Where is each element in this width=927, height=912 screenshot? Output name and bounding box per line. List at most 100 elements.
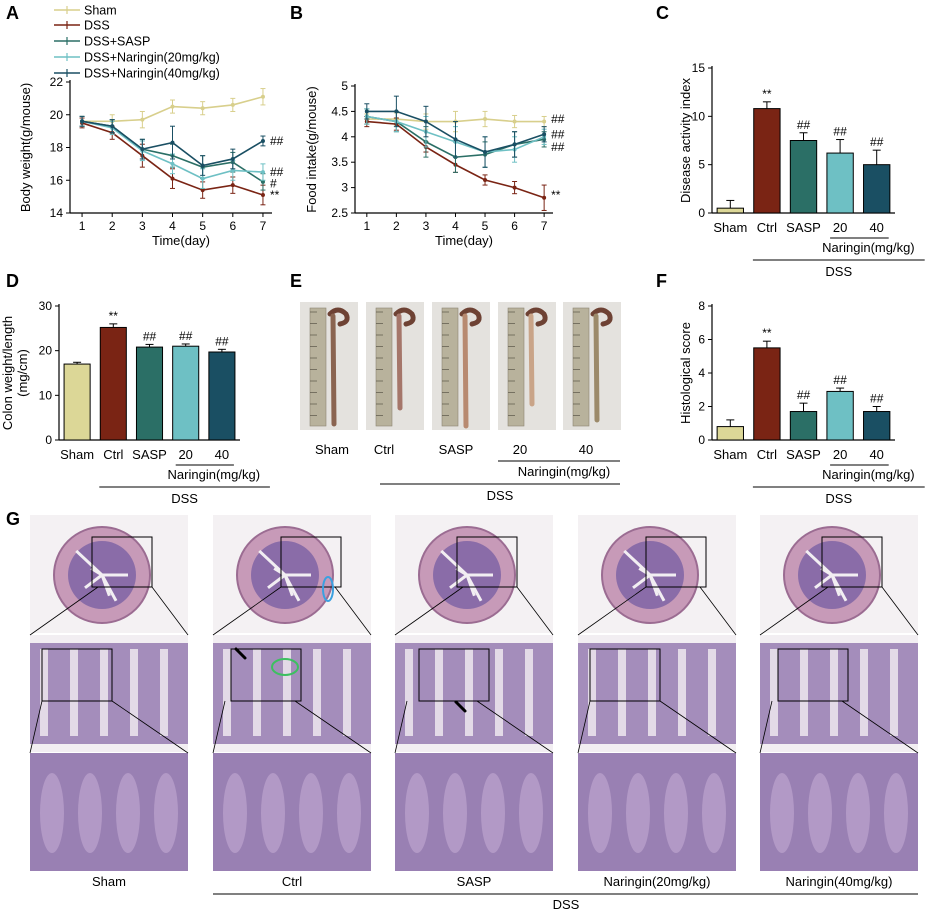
dss-label: DSS: [825, 264, 852, 279]
colon-tip-1: [393, 307, 416, 327]
zoom-connector: [659, 700, 737, 754]
crypt-gap: [830, 649, 838, 736]
significance-label: ##: [551, 112, 565, 126]
colon-tip-3: [525, 307, 548, 327]
significance-label: #: [270, 177, 277, 191]
lumen-fold: [830, 574, 841, 597]
significance-label: **: [762, 87, 772, 101]
significance-label: ##: [833, 373, 847, 387]
crypt: [846, 773, 870, 853]
ruler-2: [441, 307, 459, 427]
ruler-4: [572, 307, 590, 427]
category-label: 20: [833, 220, 847, 235]
data-point: [200, 163, 205, 168]
ruler-0: [309, 307, 327, 427]
crypt-gap: [223, 649, 231, 736]
x-tick-label: 2: [393, 219, 400, 233]
crypt: [626, 773, 650, 853]
lumen-fold: [449, 573, 468, 590]
data-point: [542, 119, 547, 124]
data-point: [80, 119, 85, 124]
x-tick-label: 3: [139, 219, 146, 233]
significance-label: ##: [797, 388, 811, 402]
y-tick-label: 8: [698, 299, 705, 313]
histology-label-0: Sham: [92, 874, 126, 889]
data-point: [260, 179, 265, 184]
category-label: Ctrl: [103, 447, 123, 462]
y-tick-label: 22: [50, 75, 64, 89]
bar-1: [753, 108, 781, 214]
significance-label: **: [270, 188, 280, 202]
chart-f-histological-score: 0 2 4 6 8 Histological score Sham ** Ctrl ## SASP #…: [678, 299, 925, 506]
ruler-3: [507, 307, 525, 427]
panel-label-g: G: [6, 509, 20, 529]
dss-label: DSS: [825, 491, 852, 506]
crypt-gap: [678, 649, 686, 736]
zoom-connector: [334, 586, 372, 636]
x-tick-label: 1: [363, 219, 370, 233]
y-tick-label: 18: [50, 141, 64, 155]
lumen-fold: [100, 574, 111, 597]
crypt: [664, 773, 688, 853]
y-tick-label: 10: [692, 109, 706, 123]
y-tick-label: 3.5: [331, 155, 348, 169]
chart-b-food-intake: 2.5 3 3.5 4 4.5 5 1 2 3 4 5 6 7 Time(day) Food intake(…: [304, 79, 565, 248]
photo-background-3: [498, 302, 556, 430]
zoom-connector: [151, 586, 189, 636]
lumen-fold: [440, 549, 469, 577]
zoom-connector: [759, 586, 829, 636]
photo-label-0: Sham: [315, 442, 349, 457]
crypt-gap: [40, 649, 48, 736]
crypt: [519, 773, 543, 853]
data-point: [260, 192, 265, 197]
data-point: [512, 185, 517, 190]
y-tick-label: 3: [341, 181, 348, 195]
data-point: [260, 170, 265, 175]
crypt-gap: [525, 649, 533, 736]
photo-label-4: 40: [579, 442, 593, 457]
crypt-gap: [253, 649, 261, 736]
zoom-connector: [111, 700, 189, 754]
crypt: [702, 773, 726, 853]
crypt: [443, 773, 467, 853]
panel-label-f: F: [656, 271, 667, 291]
lumen-fold: [84, 573, 103, 590]
zoom-connector: [577, 586, 647, 636]
x-tick-label: 7: [541, 219, 548, 233]
category-label: Ctrl: [757, 447, 777, 462]
crypt: [154, 773, 178, 853]
crypt: [78, 773, 102, 853]
crypt: [40, 773, 64, 853]
x-tick-label: 6: [511, 219, 518, 233]
bar-4: [863, 411, 891, 441]
panel-g-histology: Sham Ctrl SASP Naringin(20mg/kg) Naringin(40…: [29, 515, 919, 912]
data-point: [230, 102, 235, 107]
x-axis-label: Time(day): [152, 233, 210, 248]
crypt-gap: [495, 649, 503, 736]
histology-label-4: Naringin(40mg/kg): [786, 874, 893, 889]
data-point: [364, 109, 369, 114]
panel-label-d: D: [6, 271, 19, 291]
photo-label-1: Ctrl: [374, 442, 394, 457]
histology-label-1: Ctrl: [282, 874, 302, 889]
data-point: [170, 140, 175, 145]
y-tick-label: 4.5: [331, 104, 348, 118]
colon-0: [330, 313, 337, 427]
y-axis-label: Body weight(g/mouse): [18, 83, 33, 212]
x-tick-label: 5: [199, 219, 206, 233]
bar-2: [135, 346, 164, 441]
zoom-connector: [841, 700, 919, 754]
crypt: [808, 773, 832, 853]
lumen-fold: [465, 574, 476, 597]
y-tick-label: 4: [341, 130, 348, 144]
x-tick-label: 4: [169, 219, 176, 233]
zoom-connector: [394, 700, 408, 754]
crypt-gap: [343, 649, 351, 736]
panel-label-e: E: [290, 271, 302, 291]
y-tick-label: 2: [698, 400, 705, 414]
bar-0: [716, 426, 744, 441]
photo-background-0: [300, 302, 358, 430]
lumen-fold: [75, 549, 104, 577]
zoom-connector: [29, 586, 99, 636]
